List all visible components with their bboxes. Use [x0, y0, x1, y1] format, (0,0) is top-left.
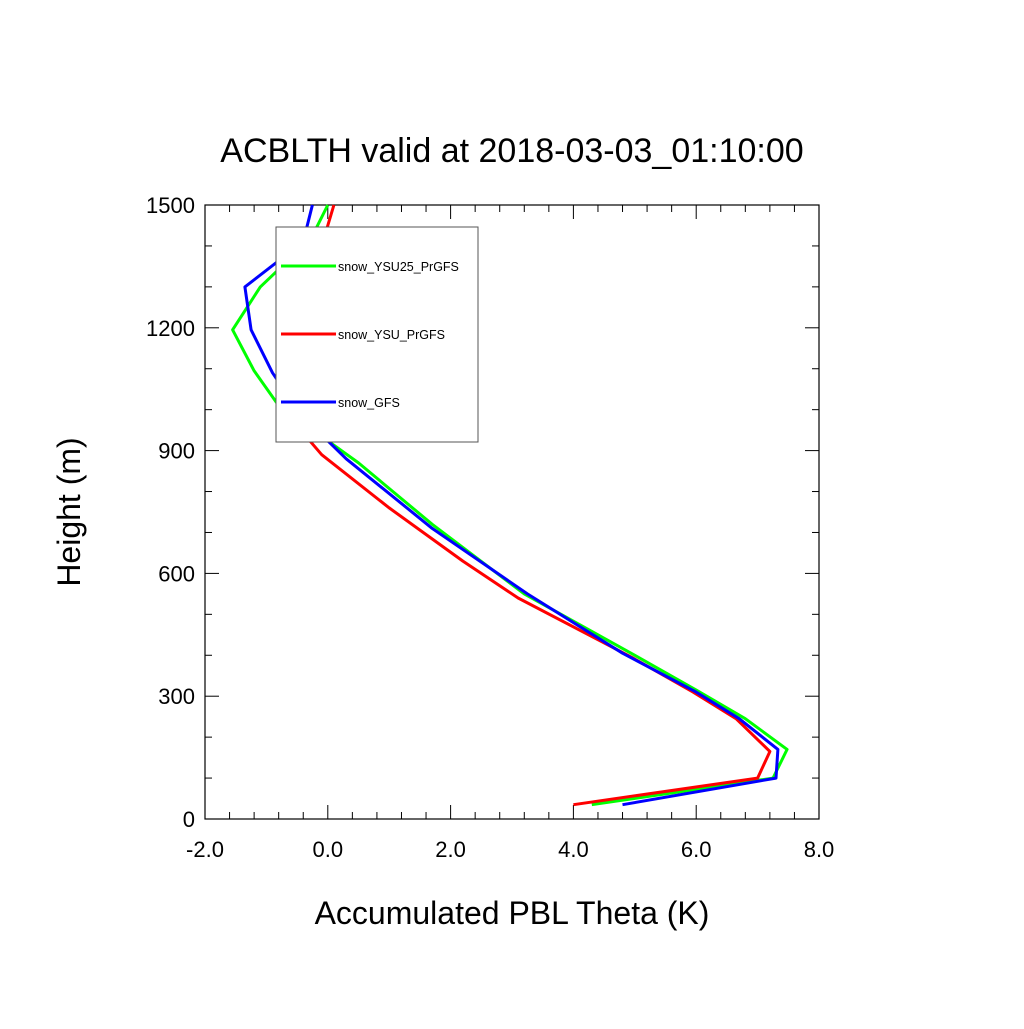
x-tick-label: 0.0	[313, 837, 344, 862]
plot-area: -2.0 0.0 2.0 4.0 6.0 8.0 0 300 600 900 1200 1500	[146, 193, 834, 862]
y-tick-label: 300	[158, 684, 195, 709]
x-tick-label: 8.0	[804, 837, 835, 862]
x-tick-label: -2.0	[186, 837, 224, 862]
x-tick-label: 6.0	[681, 837, 712, 862]
y-tick-label: 1500	[146, 193, 195, 218]
legend-label-snow_YSU25_PrGFS: snow_YSU25_PrGFS	[338, 260, 459, 274]
y-tick-label: 0	[183, 807, 195, 832]
legend-label-snow_YSU_PrGFS: snow_YSU_PrGFS	[338, 328, 445, 342]
y-tick-label: 900	[158, 439, 195, 464]
y-axis-label: Height (m)	[51, 437, 87, 586]
y-tick-label: 600	[158, 561, 195, 586]
x-tick-label: 2.0	[435, 837, 466, 862]
x-axis-label: Accumulated PBL Theta (K)	[315, 895, 710, 931]
chart-title: ACBLTH valid at 2018-03-03_01:10:00	[220, 132, 803, 170]
series-line-snow_GFS	[243, 204, 780, 807]
legend: snow_YSU25_PrGFS snow_YSU_PrGFS snow_GFS	[275, 226, 479, 443]
plot-frame	[204, 204, 820, 820]
y-tick-label: 1200	[146, 316, 195, 341]
x-tick-label: 4.0	[558, 837, 589, 862]
series-line-snow_YSU25_PrGFS	[231, 204, 789, 807]
legend-label-snow_GFS: snow_GFS	[338, 396, 400, 410]
